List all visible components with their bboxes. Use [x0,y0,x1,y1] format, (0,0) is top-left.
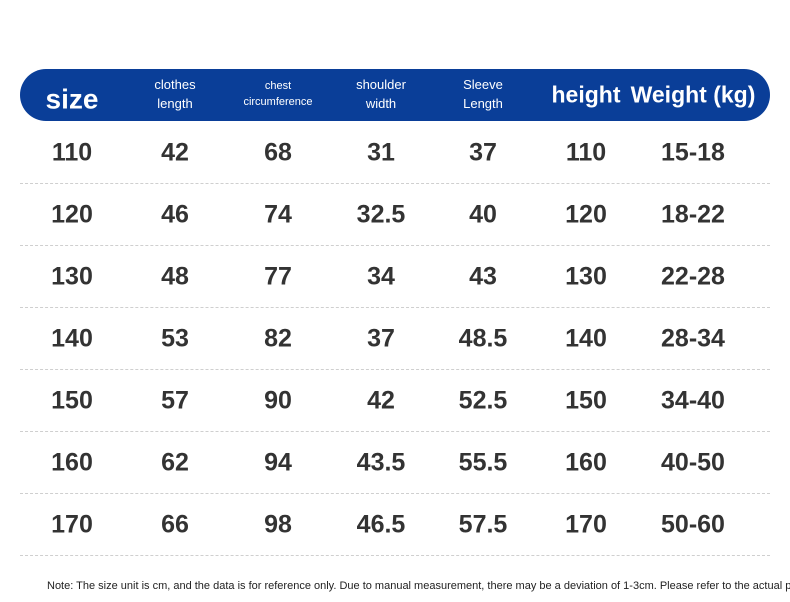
row-separator [20,493,770,494]
table-cell: 90 [264,386,292,415]
table-cell: 53 [161,324,189,353]
row-separator [20,245,770,246]
column-header: chest circumference [243,80,313,108]
column-header: shoulder width [356,77,406,111]
table-cell: 57 [161,386,189,415]
table-cell: 140 [51,324,93,353]
table-cell: 37 [367,324,395,353]
table-cell: 28-34 [661,324,725,353]
table-cell: 140 [565,324,607,353]
table-cell: 150 [51,386,93,415]
table-cell: 42 [161,138,189,167]
table-cell: 160 [565,448,607,477]
table-cell: 68 [264,138,292,167]
table-cell: 46.5 [356,510,406,539]
table-cell: 94 [264,448,292,477]
table-cell: 57.5 [458,510,508,539]
table-cell: 170 [51,510,93,539]
column-header: Sleeve Length [463,77,503,111]
table-cell: 130 [565,262,607,291]
note: Note: The size unit is cm, and the data … [47,580,790,592]
table-cell: 120 [51,200,93,229]
table-cell: 77 [264,262,292,291]
table-cell: 31 [367,138,395,167]
table-cell: 40-50 [661,448,725,477]
column-header: Weight (kg) [630,81,756,108]
table-cell: 50-60 [661,510,725,539]
table-cell: 74 [264,200,292,229]
table-cell: 32.5 [356,200,406,229]
table-cell: 110 [565,138,607,167]
table-cell: 66 [161,510,189,539]
row-separator [20,183,770,184]
table-cell: 43.5 [356,448,406,477]
table-cell: 48.5 [458,324,508,353]
column-header: size [45,83,99,115]
table-cell: 15-18 [661,138,725,167]
table-cell: 37 [469,138,497,167]
table-cell: 34-40 [661,386,725,415]
row-separator [20,555,770,556]
table-cell: 40 [469,200,497,229]
table-cell: 46 [161,200,189,229]
table-cell: 62 [161,448,189,477]
header-bar [20,69,770,121]
column-header: clothes length [154,77,196,111]
table-cell: 18-22 [661,200,725,229]
row-separator [20,307,770,308]
table-cell: 82 [264,324,292,353]
table-cell: 42 [367,386,395,415]
table-cell: 98 [264,510,292,539]
column-header: height [551,81,621,108]
row-separator [20,369,770,370]
table-cell: 43 [469,262,497,291]
table-cell: 55.5 [458,448,508,477]
table-cell: 120 [565,200,607,229]
table-cell: 130 [51,262,93,291]
table-cell: 170 [565,510,607,539]
row-separator [20,431,770,432]
table-cell: 34 [367,262,395,291]
table-cell: 48 [161,262,189,291]
table-cell: 110 [51,138,93,167]
table-cell: 22-28 [661,262,725,291]
table-cell: 160 [51,448,93,477]
table-cell: 52.5 [458,386,508,415]
table-cell: 150 [565,386,607,415]
